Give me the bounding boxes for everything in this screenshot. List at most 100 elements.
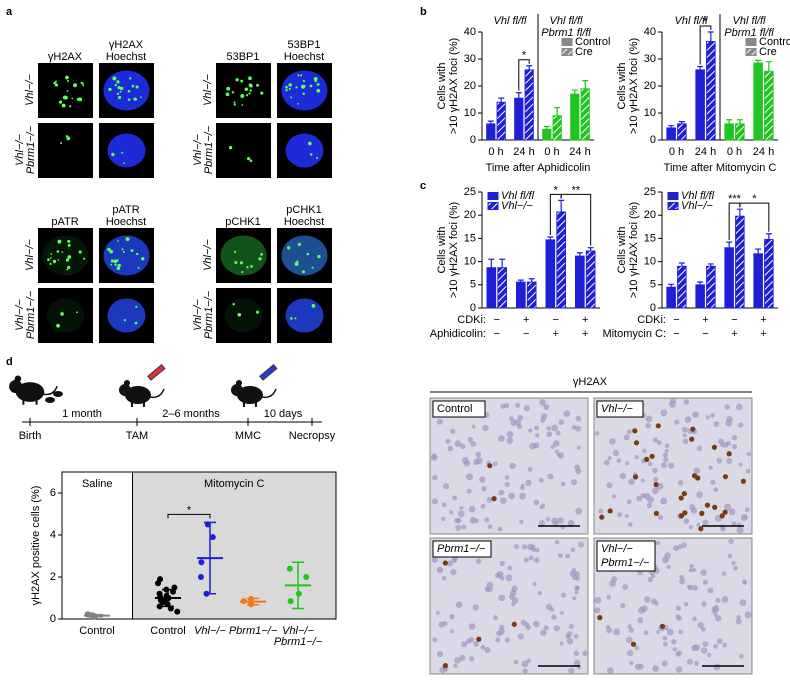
bar (575, 255, 585, 309)
cell (691, 585, 698, 591)
stain-label: pCHK1 (286, 204, 321, 216)
bar (516, 281, 526, 309)
x-tick-label: 0 h (544, 146, 559, 158)
cell (657, 514, 664, 520)
stain-label: pATR (112, 204, 139, 216)
cell (436, 650, 444, 658)
y-axis-label: >10 γH2AX foci (%) (628, 202, 640, 298)
legend-label: Vhl−/− (501, 200, 533, 212)
focus (65, 135, 69, 138)
focus (235, 78, 239, 82)
cell (500, 497, 507, 504)
focus (248, 76, 252, 81)
cell (688, 568, 693, 573)
cell (575, 507, 583, 515)
row-label: Vhl−/− (192, 299, 204, 331)
group-label: Pbrm1 fl/fl (724, 27, 774, 39)
cell (566, 638, 574, 645)
cell (504, 482, 510, 488)
error-bar (726, 119, 733, 124)
bar (545, 239, 556, 309)
focus (231, 91, 235, 94)
error-bar (547, 236, 554, 240)
focus (241, 104, 244, 106)
cell (603, 460, 610, 466)
focus (83, 257, 86, 260)
micrograph (216, 63, 271, 118)
cell (710, 479, 716, 485)
focus (141, 257, 145, 261)
positive-nucleus (695, 475, 701, 481)
row-label: Vhl−/− (24, 239, 36, 271)
cell (629, 660, 634, 666)
x-tick-label: Pbrm1−/− (274, 636, 323, 648)
bar (585, 250, 596, 309)
cell (498, 435, 505, 442)
cell (713, 643, 718, 649)
y-tick-label: 5 (650, 279, 656, 291)
focus (123, 319, 127, 322)
cell (628, 478, 635, 486)
cell (575, 585, 580, 591)
micrograph (38, 63, 93, 118)
error-bar (517, 279, 524, 283)
point (295, 590, 302, 597)
row-value: − (673, 314, 679, 326)
cell (691, 567, 697, 573)
cell (484, 646, 491, 654)
focus (256, 83, 259, 87)
cell (731, 560, 736, 566)
y-tick-label: 40 (464, 26, 476, 38)
point (303, 574, 310, 580)
focus (58, 100, 63, 104)
focus (233, 101, 236, 104)
y-tick-label: 30 (644, 53, 656, 65)
focus (49, 262, 52, 265)
point (156, 603, 163, 610)
focus (294, 262, 299, 267)
cell (742, 580, 747, 585)
cell (713, 612, 718, 617)
focus (108, 87, 112, 92)
cell (442, 483, 450, 490)
bar (486, 123, 496, 141)
cell (575, 425, 582, 432)
focus (129, 77, 132, 80)
cell (607, 456, 612, 461)
focus (311, 304, 316, 308)
row-value: + (760, 328, 766, 340)
focus (308, 141, 312, 146)
cell (459, 443, 466, 450)
y-tick-label: 10 (644, 107, 656, 119)
cell (634, 454, 639, 460)
mouse-tail (43, 385, 58, 396)
cell (547, 473, 554, 480)
cell (573, 650, 579, 657)
cell (508, 594, 515, 600)
legend-swatch (561, 38, 573, 46)
focus (63, 95, 68, 100)
cell (435, 610, 440, 615)
cell (727, 553, 733, 559)
legend-swatch (667, 202, 679, 210)
cell (508, 492, 516, 500)
error-bar (488, 258, 495, 268)
row-label: Vhl−/− (24, 74, 36, 106)
y-axis-label: >10 γH2AX foci (%) (448, 202, 460, 298)
focus (301, 84, 305, 89)
cell (484, 517, 490, 523)
focus (111, 152, 115, 157)
cell (661, 660, 668, 667)
positive-nucleus (726, 451, 732, 457)
focus (66, 79, 69, 82)
focus (288, 87, 291, 90)
positive-nucleus (511, 621, 517, 627)
focus (116, 80, 120, 84)
cell (722, 571, 727, 576)
mouse-body (237, 386, 263, 404)
cell (722, 642, 728, 648)
cell (626, 429, 632, 435)
ihc-label: Pbrm1−/− (437, 543, 486, 555)
focus (117, 95, 122, 100)
